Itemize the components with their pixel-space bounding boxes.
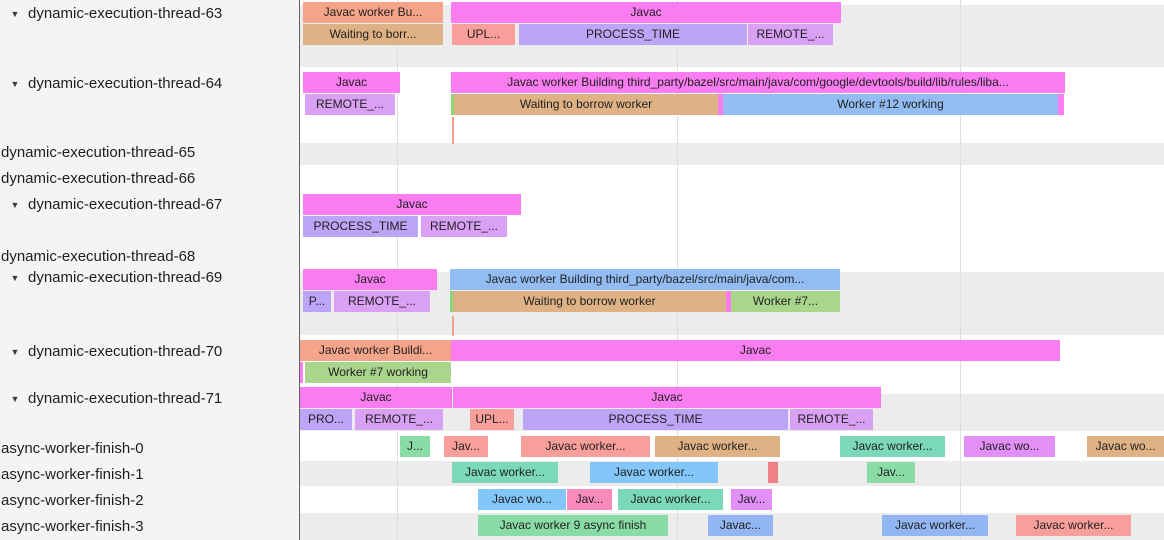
timeline-slice[interactable]: Worker #12 working — [723, 94, 1058, 115]
thread-label-row[interactable]: ▼ dynamic-execution-thread-63 — [0, 3, 298, 25]
timeline-slice[interactable]: Javac worker 9 async finish — [478, 515, 668, 536]
thread-label-row[interactable]: ▼ dynamic-execution-thread-67 — [0, 194, 298, 216]
thread-name-label: async-worker-finish-1 — [1, 466, 144, 483]
thread-label-row[interactable]: ▼ dynamic-execution-thread-69 — [0, 267, 298, 289]
timeline-slice[interactable]: Javac worker... — [1016, 515, 1131, 536]
timeline-slice[interactable]: REMOTE_... — [334, 291, 430, 312]
timeline-slice[interactable]: P... — [303, 291, 331, 312]
timeline-slice[interactable]: Jav... — [567, 489, 612, 510]
thread-name-label: dynamic-execution-thread-71 — [28, 390, 223, 407]
timeline-slice[interactable]: REMOTE_... — [790, 409, 873, 430]
thread-name-label: async-worker-finish-0 — [1, 440, 144, 457]
collapse-arrow-icon[interactable]: ▼ — [10, 79, 20, 89]
thread-name-label: async-worker-finish-3 — [1, 518, 144, 535]
timeline-slice[interactable] — [450, 291, 453, 312]
thread-name-label: dynamic-execution-thread-66 — [1, 170, 196, 187]
timeline-slice[interactable]: PROCESS_TIME — [303, 216, 418, 237]
timeline-slice[interactable]: Javac worker Building third_party/bazel/… — [450, 269, 840, 290]
timeline-slice[interactable]: Javac wo... — [1087, 436, 1164, 457]
thread-label-row[interactable]: ▼ dynamic-execution-thread-64 — [0, 73, 298, 95]
timeline-slice[interactable]: REMOTE_... — [355, 409, 443, 430]
timeline-slice[interactable]: REMOTE_... — [748, 24, 833, 45]
timeline-slice[interactable]: Waiting to borrow worker — [453, 291, 726, 312]
thread-label-row[interactable]: async-worker-finish-0 — [0, 438, 298, 460]
timeline-slice[interactable]: Javac — [303, 72, 400, 93]
timeline-slice[interactable]: REMOTE_... — [421, 216, 507, 237]
collapse-arrow-icon[interactable]: ▼ — [10, 273, 20, 283]
thread-name-label: dynamic-execution-thread-67 — [28, 196, 223, 213]
thread-label-row[interactable]: dynamic-execution-thread-66 — [0, 168, 298, 190]
timeline-slice[interactable]: Jav... — [731, 489, 772, 510]
timeline-slice[interactable]: REMOTE_... — [305, 94, 395, 115]
timeline-slice[interactable]: Javac worker Building third_party/bazel/… — [451, 72, 1065, 93]
timeline-slice[interactable]: Javac — [303, 269, 437, 290]
timeline-slice[interactable]: Javac worker... — [882, 515, 988, 536]
thread-name-sidebar: ▼ dynamic-execution-thread-63 ▼ dynamic-exe… — [0, 0, 300, 540]
timeline-slice[interactable]: PROCESS_TIME — [523, 409, 788, 430]
thread-label-row[interactable]: async-worker-finish-2 — [0, 490, 298, 512]
timeline-slice[interactable] — [300, 362, 303, 383]
thread-label-row[interactable]: dynamic-execution-thread-68 — [0, 246, 298, 268]
timeline-slice[interactable] — [1058, 94, 1064, 115]
flow-marker-tick — [452, 316, 454, 336]
timeline-slice[interactable] — [451, 94, 454, 115]
timeline-slice[interactable]: Waiting to borr... — [303, 24, 443, 45]
timeline-slice[interactable]: Javac — [451, 340, 1060, 361]
timeline-slice[interactable]: Javac worker Bu... — [303, 2, 443, 23]
timeline-slice[interactable]: Javac wo... — [478, 489, 566, 510]
thread-name-label: dynamic-execution-thread-68 — [1, 248, 196, 265]
timeline-slice[interactable]: Javac... — [708, 515, 773, 536]
timeline-slice[interactable]: Jav... — [444, 436, 488, 457]
thread-name-label: dynamic-execution-thread-70 — [28, 343, 223, 360]
collapse-arrow-icon[interactable]: ▼ — [10, 200, 20, 210]
timeline-slice[interactable]: PRO... — [300, 409, 352, 430]
collapse-arrow-icon[interactable]: ▼ — [10, 394, 20, 404]
timeline-slice[interactable]: PROCESS_TIME — [519, 24, 747, 45]
thread-label-row[interactable]: async-worker-finish-1 — [0, 464, 298, 486]
timeline-slice[interactable]: Javac — [453, 387, 881, 408]
time-gridline — [960, 0, 961, 540]
thread-name-label: dynamic-execution-thread-64 — [28, 75, 223, 92]
collapse-arrow-icon[interactable]: ▼ — [10, 9, 20, 19]
timeline-slice[interactable]: UPL... — [470, 409, 514, 430]
thread-label-row[interactable]: ▼ dynamic-execution-thread-71 — [0, 388, 298, 410]
timeline-slice[interactable] — [768, 462, 778, 483]
timeline-slice[interactable]: Javac worker Buildi... — [300, 340, 451, 361]
thread-name-label: dynamic-execution-thread-69 — [28, 269, 223, 286]
thread-name-label: async-worker-finish-2 — [1, 492, 144, 509]
timeline-slice[interactable]: Javac — [451, 2, 841, 23]
flow-marker-tick — [452, 117, 454, 144]
collapse-arrow-icon[interactable]: ▼ — [10, 347, 20, 357]
thread-name-label: dynamic-execution-thread-63 — [28, 5, 223, 22]
timeline-slice[interactable] — [726, 291, 731, 312]
timeline-slice[interactable]: Javac worker... — [590, 462, 718, 483]
timeline-slice[interactable]: UPL... — [452, 24, 515, 45]
timeline-slice[interactable]: Jav... — [867, 462, 915, 483]
timeline-slice[interactable]: Javac worker... — [618, 489, 723, 510]
row-stripe — [300, 143, 1164, 165]
timeline-slice[interactable] — [718, 94, 723, 115]
row-stripe — [300, 461, 1164, 486]
timeline-slice[interactable]: Worker #7... — [731, 291, 840, 312]
timeline-slice[interactable]: Javac — [300, 387, 452, 408]
timeline-slice[interactable]: Worker #7 working — [305, 362, 451, 383]
timeline-slice[interactable]: Javac wo... — [964, 436, 1055, 457]
timeline-slice[interactable]: Waiting to borrow worker — [454, 94, 718, 115]
timeline-slice[interactable]: Javac worker... — [655, 436, 780, 457]
timeline-slice[interactable]: J... — [400, 436, 430, 457]
timeline-slice[interactable]: Javac worker... — [452, 462, 558, 483]
timeline-slice[interactable]: Javac — [303, 194, 521, 215]
thread-label-row[interactable]: dynamic-execution-thread-65 — [0, 142, 298, 164]
thread-label-row[interactable]: ▼ dynamic-execution-thread-70 — [0, 341, 298, 363]
thread-name-label: dynamic-execution-thread-65 — [1, 144, 196, 161]
thread-label-row[interactable]: async-worker-finish-3 — [0, 516, 298, 538]
timeline-slice[interactable]: Javac worker... — [840, 436, 945, 457]
timeline-slice[interactable]: Javac worker... — [521, 436, 650, 457]
